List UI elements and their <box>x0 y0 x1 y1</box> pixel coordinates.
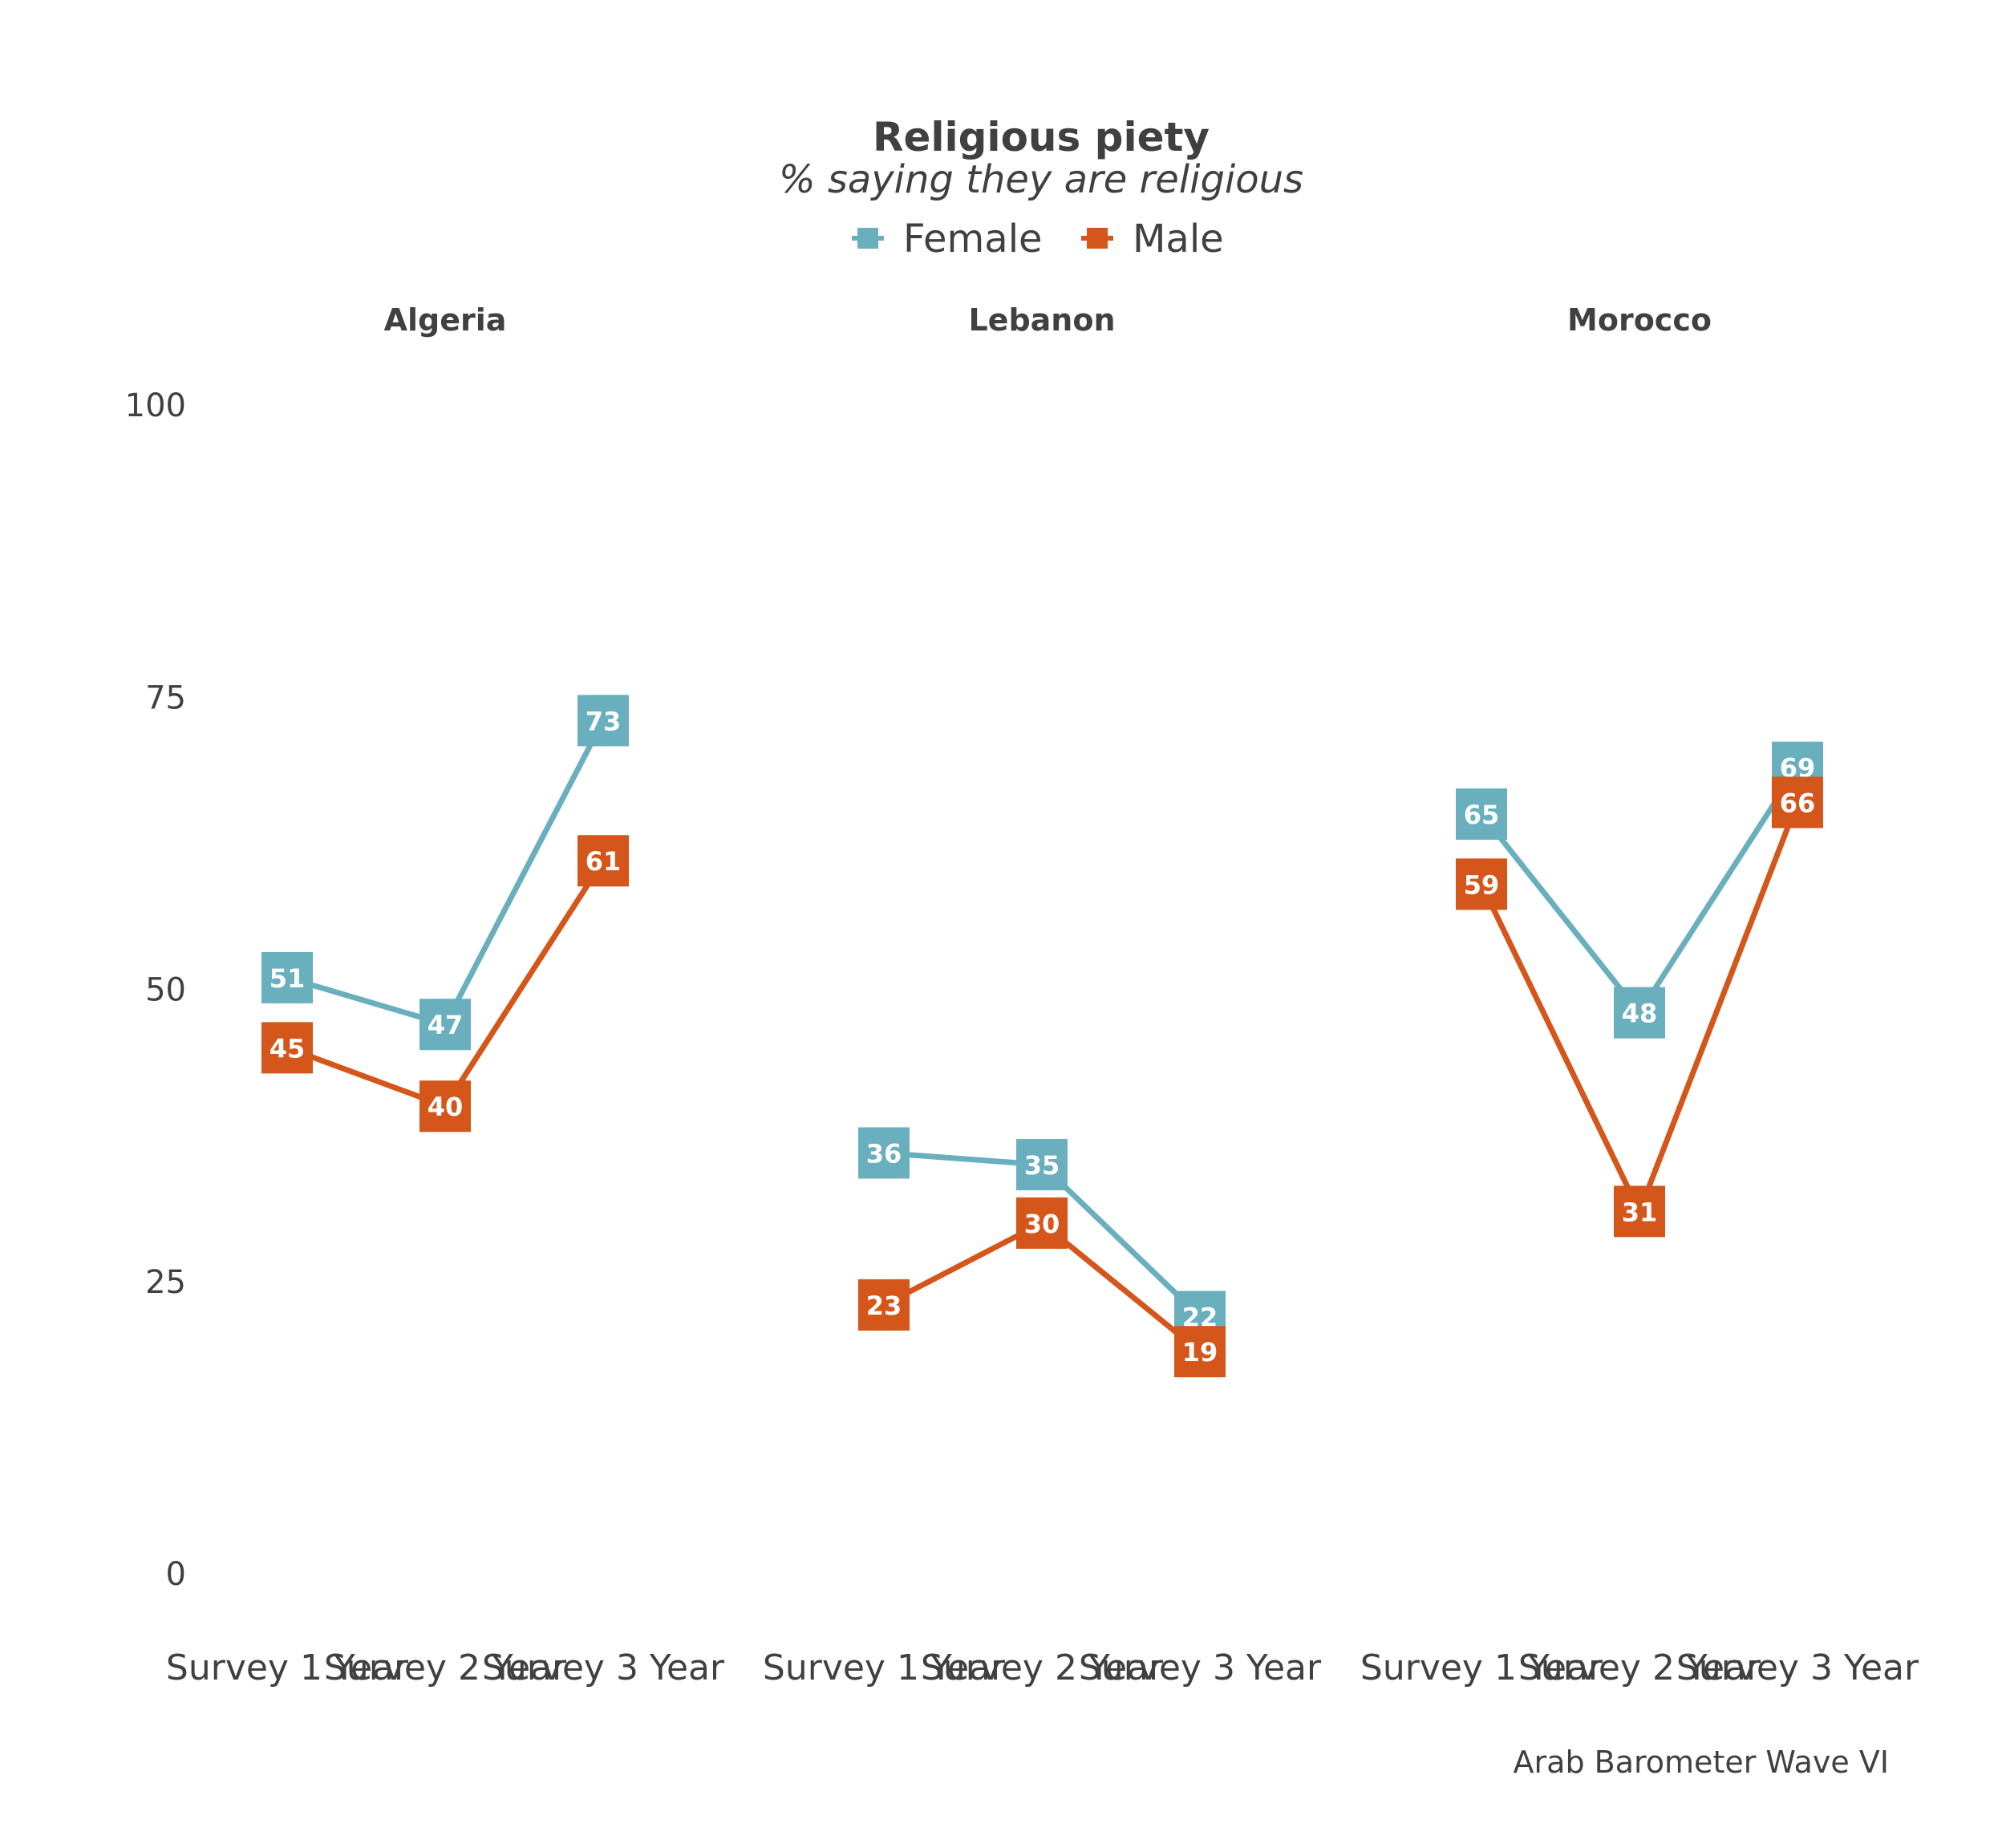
point-marker-male <box>578 835 629 887</box>
x-tick-label: Survey 3 Year <box>1676 1647 1919 1688</box>
point-marker-male <box>858 1279 910 1331</box>
x-tick-label: Survey 2 Year <box>324 1647 567 1688</box>
panel-title: Lebanon <box>968 302 1115 338</box>
x-tick-label: Survey 3 Year <box>482 1647 725 1688</box>
point-marker-male <box>261 1022 313 1074</box>
point-marker-female <box>1016 1139 1068 1191</box>
y-tick-label: 100 <box>125 387 186 424</box>
data-label: 65 <box>1464 800 1500 830</box>
chart-caption: Arab Barometer Wave VI <box>1514 1745 1889 1780</box>
data-label: 30 <box>1024 1209 1060 1239</box>
point-marker-female <box>858 1127 910 1179</box>
panel-title: Morocco <box>1567 302 1712 338</box>
data-label: 73 <box>586 706 622 736</box>
panel-title: Algeria <box>384 302 507 338</box>
data-label: 66 <box>1780 788 1816 818</box>
data-label: 19 <box>1182 1337 1218 1368</box>
point-marker-female <box>1614 987 1665 1039</box>
data-label: 51 <box>270 963 306 994</box>
x-tick-label: Survey 1 Year <box>763 1647 1006 1688</box>
y-tick-label: 75 <box>145 679 186 716</box>
chart-title: Religious piety <box>873 114 1210 160</box>
point-marker-female <box>578 695 629 747</box>
data-label: 35 <box>1024 1150 1060 1181</box>
legend-label: Male <box>1133 217 1224 261</box>
legend: Female Male <box>852 217 1224 261</box>
x-tick-label: Survey 2 Year <box>921 1647 1164 1688</box>
data-label: 36 <box>866 1138 902 1169</box>
legend-item-female: Female <box>852 217 1043 261</box>
data-label: 61 <box>586 846 622 877</box>
x-tick-label: Survey 3 Year <box>1079 1647 1322 1688</box>
x-tick-label: Survey 1 Year <box>166 1647 409 1688</box>
data-label: 31 <box>1622 1197 1658 1227</box>
data-label: 59 <box>1464 869 1500 900</box>
data-label: 40 <box>428 1092 464 1122</box>
point-marker-male <box>1456 858 1507 910</box>
point-marker-female <box>1456 788 1507 840</box>
point-marker-female <box>419 999 471 1051</box>
data-label: 23 <box>866 1291 902 1321</box>
legend-key <box>1087 228 1108 249</box>
x-tick-label: Survey 2 Year <box>1518 1647 1761 1688</box>
y-axis: 0 25 50 75 100 <box>125 387 186 1593</box>
point-marker-male <box>419 1080 471 1133</box>
point-marker-male <box>1016 1197 1068 1249</box>
series-line-female <box>286 719 606 1027</box>
data-label: 47 <box>428 1010 464 1040</box>
y-tick-label: 25 <box>145 1264 186 1301</box>
legend-key <box>857 228 878 249</box>
series-line-male <box>286 859 606 1109</box>
data-label: 45 <box>270 1033 306 1064</box>
point-marker-male <box>1174 1326 1226 1378</box>
x-tick-label: Survey 1 Year <box>1360 1647 1603 1688</box>
chart-subtitle: % saying they are religious <box>779 157 1303 202</box>
data-label: 48 <box>1622 999 1658 1029</box>
point-marker-female <box>261 951 313 1003</box>
legend-item-male: Male <box>1081 217 1224 261</box>
point-marker-male <box>1614 1185 1665 1238</box>
point-marker-male <box>1772 776 1823 829</box>
y-tick-label: 0 <box>166 1556 186 1593</box>
y-tick-label: 50 <box>145 972 186 1009</box>
legend-label: Female <box>903 217 1043 261</box>
